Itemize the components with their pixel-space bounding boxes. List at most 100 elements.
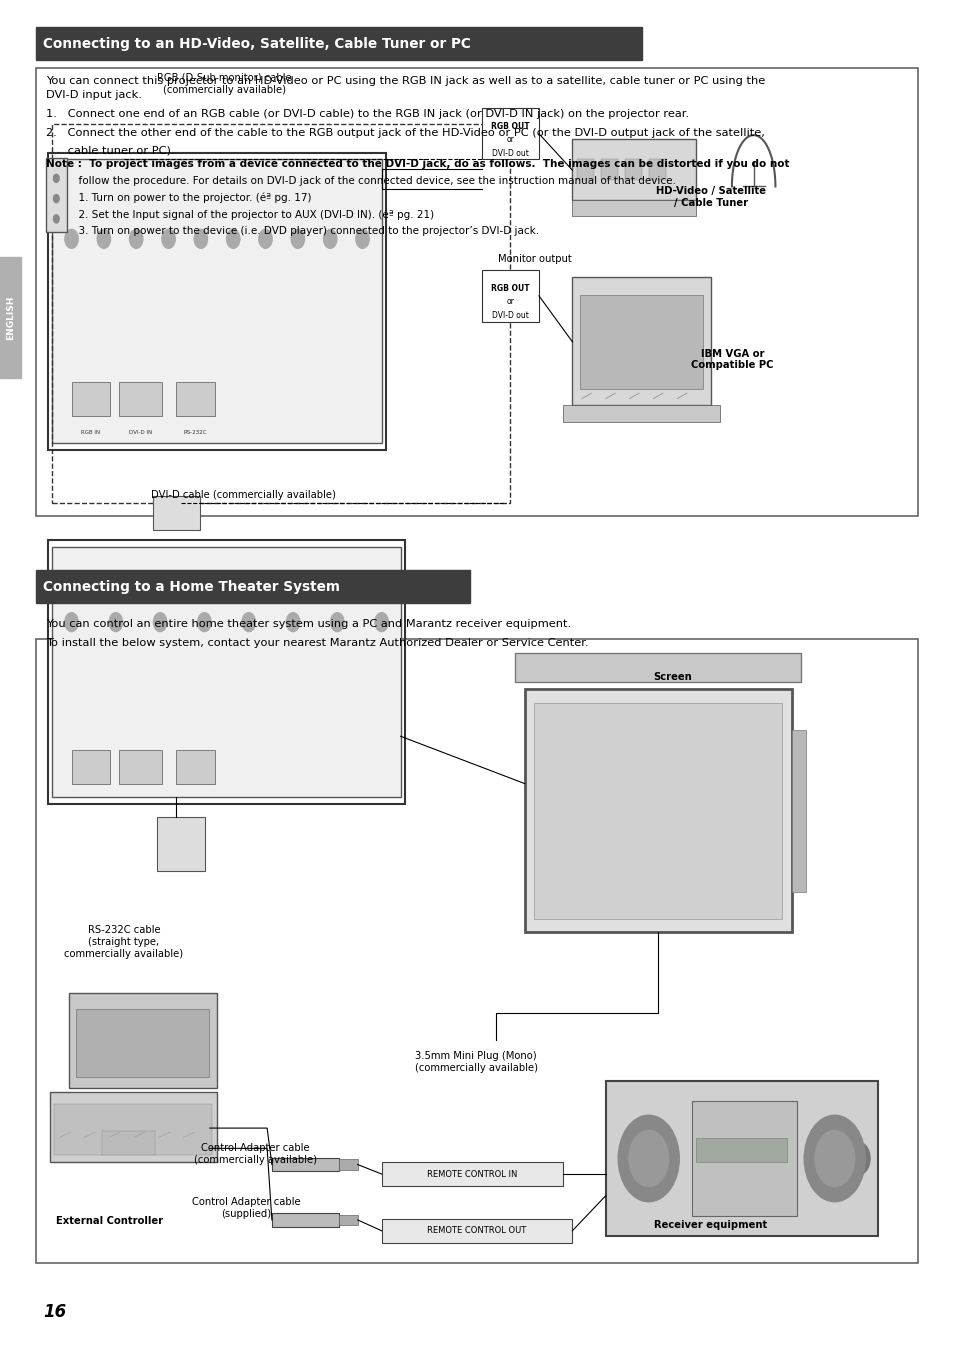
- Text: RGB OUT: RGB OUT: [491, 122, 529, 131]
- Bar: [157, 817, 205, 871]
- Circle shape: [109, 613, 122, 632]
- Text: DVI-D out: DVI-D out: [492, 149, 528, 158]
- Bar: [46, 158, 67, 232]
- Text: ENGLISH: ENGLISH: [6, 296, 15, 339]
- Bar: [791, 730, 805, 892]
- Circle shape: [814, 1131, 854, 1186]
- Text: RGB (D-Sub monitor) cable
(commercially available): RGB (D-Sub monitor) cable (commercially …: [156, 73, 292, 95]
- Bar: [579, 295, 702, 389]
- Text: You can connect this projector to an HD-Video or PC using the RGB IN jack as wel: You can connect this projector to an HD-…: [46, 76, 764, 100]
- Text: REMOTE CONTROL OUT: REMOTE CONTROL OUT: [427, 1227, 526, 1235]
- Text: 3. Turn on power to the device (i.e. DVD player) connected to the projector’s DV: 3. Turn on power to the device (i.e. DVD…: [46, 226, 538, 236]
- Text: 1. Turn on power to the projector. (éª pg. 17): 1. Turn on power to the projector. (éª p…: [46, 192, 311, 203]
- Bar: [119, 750, 162, 784]
- Bar: [119, 382, 162, 416]
- Bar: [272, 1158, 338, 1171]
- Bar: [600, 159, 618, 180]
- Bar: [648, 159, 665, 180]
- Text: Note :  To project images from a device connected to the DVI-D jack, do as follo: Note : To project images from a device c…: [46, 159, 788, 169]
- Text: Connecting to an HD-Video, Satellite, Cable Tuner or PC: Connecting to an HD-Video, Satellite, Ca…: [43, 36, 470, 50]
- Text: 2.   Connect the other end of the cable to the RGB output jack of the HD-Video o: 2. Connect the other end of the cable to…: [46, 128, 764, 138]
- Circle shape: [65, 230, 78, 249]
- Circle shape: [197, 613, 211, 632]
- Text: RS-232C cable
(straight type,
commercially available): RS-232C cable (straight type, commercial…: [65, 925, 183, 959]
- Text: 2. Set the Input signal of the projector to AUX (DVI-D IN). (éª pg. 21): 2. Set the Input signal of the projector…: [46, 209, 434, 220]
- Circle shape: [242, 613, 255, 632]
- Circle shape: [846, 1143, 869, 1174]
- Bar: [515, 653, 801, 682]
- Text: RGB OUT: RGB OUT: [491, 284, 529, 293]
- Bar: [36, 639, 917, 1263]
- Bar: [338, 1215, 357, 1225]
- Bar: [381, 1162, 562, 1186]
- Text: Control Adapter cable
(commercially available): Control Adapter cable (commercially avai…: [194, 1143, 316, 1165]
- Bar: [69, 993, 216, 1088]
- Text: To install the below system, contact your nearest Marantz Authorized Dealer or S: To install the below system, contact you…: [46, 639, 588, 648]
- Bar: [534, 703, 781, 919]
- Text: RS-232C: RS-232C: [184, 430, 207, 435]
- Circle shape: [153, 613, 167, 632]
- Bar: [624, 159, 641, 180]
- Bar: [102, 1131, 154, 1155]
- Circle shape: [194, 230, 208, 249]
- Bar: [76, 1009, 209, 1077]
- Bar: [0, 257, 21, 378]
- Bar: [696, 1138, 786, 1162]
- Text: 3.5mm Mini Plug (Mono)
(commercially available): 3.5mm Mini Plug (Mono) (commercially ava…: [415, 1051, 537, 1073]
- Text: REMOTE CONTROL IN: REMOTE CONTROL IN: [427, 1170, 517, 1178]
- Circle shape: [628, 1131, 668, 1186]
- Text: cable tuner or PC).: cable tuner or PC).: [46, 146, 174, 155]
- Bar: [572, 277, 710, 405]
- Circle shape: [162, 230, 175, 249]
- Bar: [54, 1104, 212, 1155]
- Bar: [481, 270, 538, 322]
- Circle shape: [355, 230, 369, 249]
- Bar: [481, 108, 538, 159]
- Text: Monitor output: Monitor output: [497, 254, 571, 265]
- Bar: [52, 124, 510, 503]
- Text: follow the procedure. For details on DVI-D jack of the connected device, see the: follow the procedure. For details on DVI…: [46, 176, 675, 185]
- Bar: [50, 1092, 216, 1162]
- Circle shape: [65, 613, 78, 632]
- Bar: [52, 547, 400, 797]
- Text: DVI-D out: DVI-D out: [492, 311, 528, 320]
- Text: or: or: [506, 297, 514, 307]
- Circle shape: [97, 230, 111, 249]
- Bar: [52, 159, 381, 443]
- Circle shape: [331, 613, 344, 632]
- Bar: [381, 1219, 572, 1243]
- Text: You can control an entire home theater system using a PC and Marantz receiver eq: You can control an entire home theater s…: [46, 619, 570, 630]
- Text: DVI-D IN: DVI-D IN: [129, 430, 152, 435]
- Bar: [71, 382, 110, 416]
- Circle shape: [291, 230, 304, 249]
- Text: DVI-D cable (commercially available): DVI-D cable (commercially available): [151, 490, 335, 500]
- Circle shape: [323, 230, 336, 249]
- Bar: [572, 139, 696, 200]
- Bar: [272, 1213, 338, 1227]
- Circle shape: [618, 1116, 679, 1202]
- Text: 1.   Connect one end of an RGB cable (or DVI-D cable) to the RGB IN jack (or DVI: 1. Connect one end of an RGB cable (or D…: [46, 109, 688, 119]
- Bar: [524, 689, 791, 932]
- Bar: [562, 405, 720, 422]
- Circle shape: [258, 230, 272, 249]
- Text: RGB IN: RGB IN: [81, 430, 100, 435]
- Bar: [572, 200, 696, 216]
- Text: HD-Video / Satellite
/ Cable Tuner: HD-Video / Satellite / Cable Tuner: [655, 186, 765, 208]
- Text: Connecting to a Home Theater System: Connecting to a Home Theater System: [43, 580, 339, 593]
- Bar: [48, 153, 386, 450]
- Bar: [152, 496, 200, 530]
- Bar: [36, 570, 470, 603]
- Circle shape: [286, 613, 299, 632]
- Circle shape: [130, 230, 143, 249]
- Text: IBM VGA or
Compatible PC: IBM VGA or Compatible PC: [691, 349, 773, 370]
- Text: Receiver equipment: Receiver equipment: [654, 1220, 766, 1229]
- Bar: [48, 540, 405, 804]
- Bar: [71, 750, 110, 784]
- Text: Screen: Screen: [653, 673, 692, 682]
- Circle shape: [226, 230, 239, 249]
- Text: 16: 16: [43, 1304, 66, 1321]
- Bar: [338, 1159, 357, 1170]
- Bar: [577, 159, 594, 180]
- Text: Control Adapter cable
(supplied): Control Adapter cable (supplied): [192, 1197, 300, 1219]
- Bar: [176, 382, 214, 416]
